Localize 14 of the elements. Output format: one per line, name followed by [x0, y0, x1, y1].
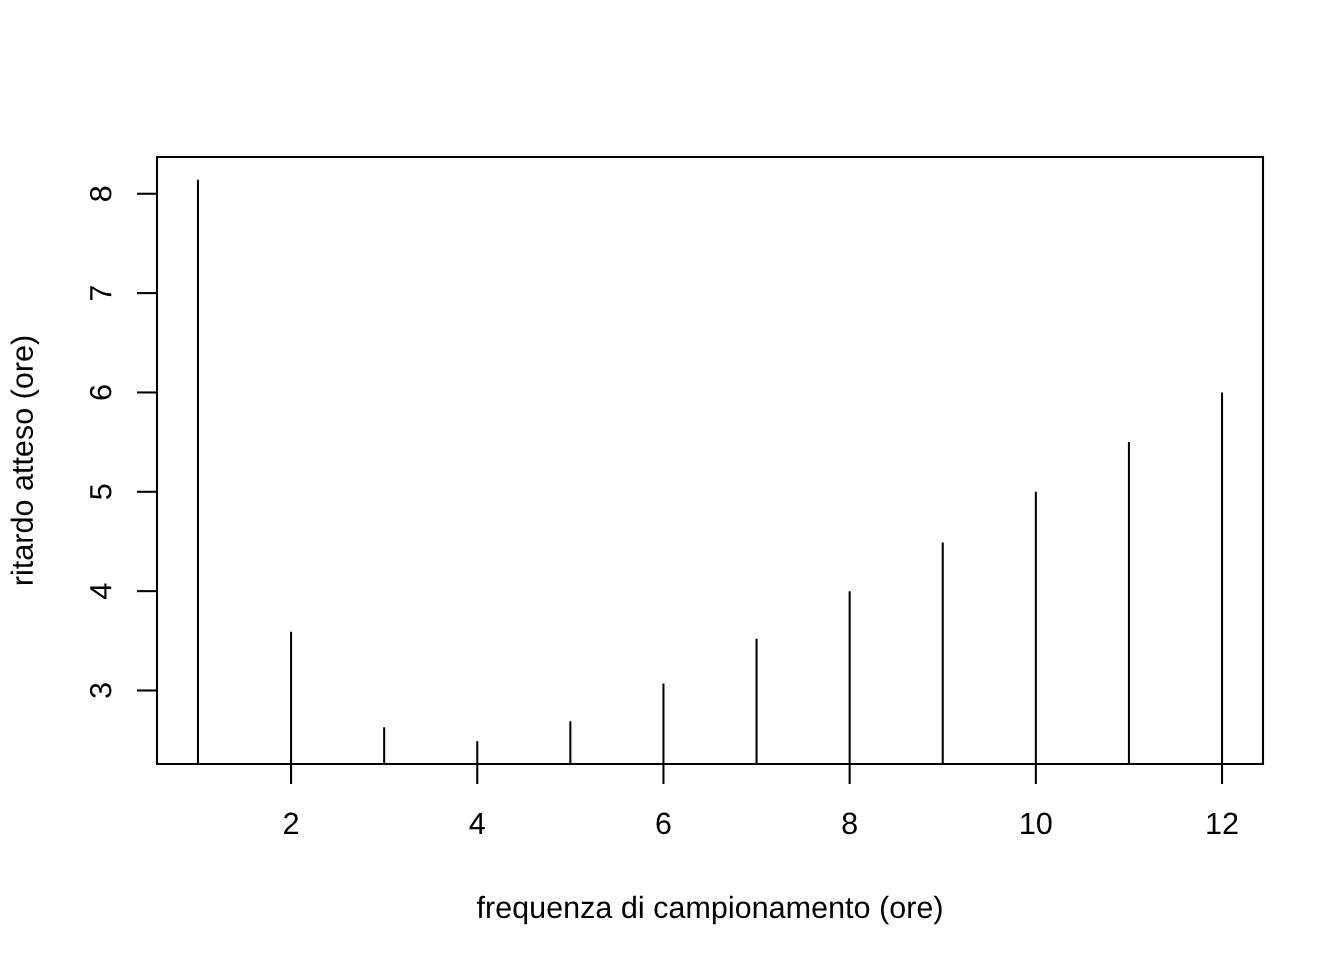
x-tick-label: 4 [469, 812, 485, 834]
x-tick-label: 8 [842, 812, 857, 835]
y-tick-label: 5 [90, 484, 112, 500]
x-tick-label: 12 [1207, 812, 1238, 834]
x-tick-label: 2 [284, 812, 299, 834]
y-tick-label: 3 [89, 683, 112, 698]
y-tick-label: 4 [90, 583, 112, 599]
y-tick-label: 7 [90, 286, 112, 301]
y-axis-title: ritardo atteso (ore) [10, 336, 40, 585]
x-tick-label: 6 [656, 812, 671, 835]
x-tick-label: 10 [1021, 812, 1052, 835]
y-tick-label: 6 [89, 385, 112, 400]
x-axis-title: frequenza di campionamento (ore) [476, 895, 942, 925]
y-tick-label: 8 [89, 186, 112, 201]
